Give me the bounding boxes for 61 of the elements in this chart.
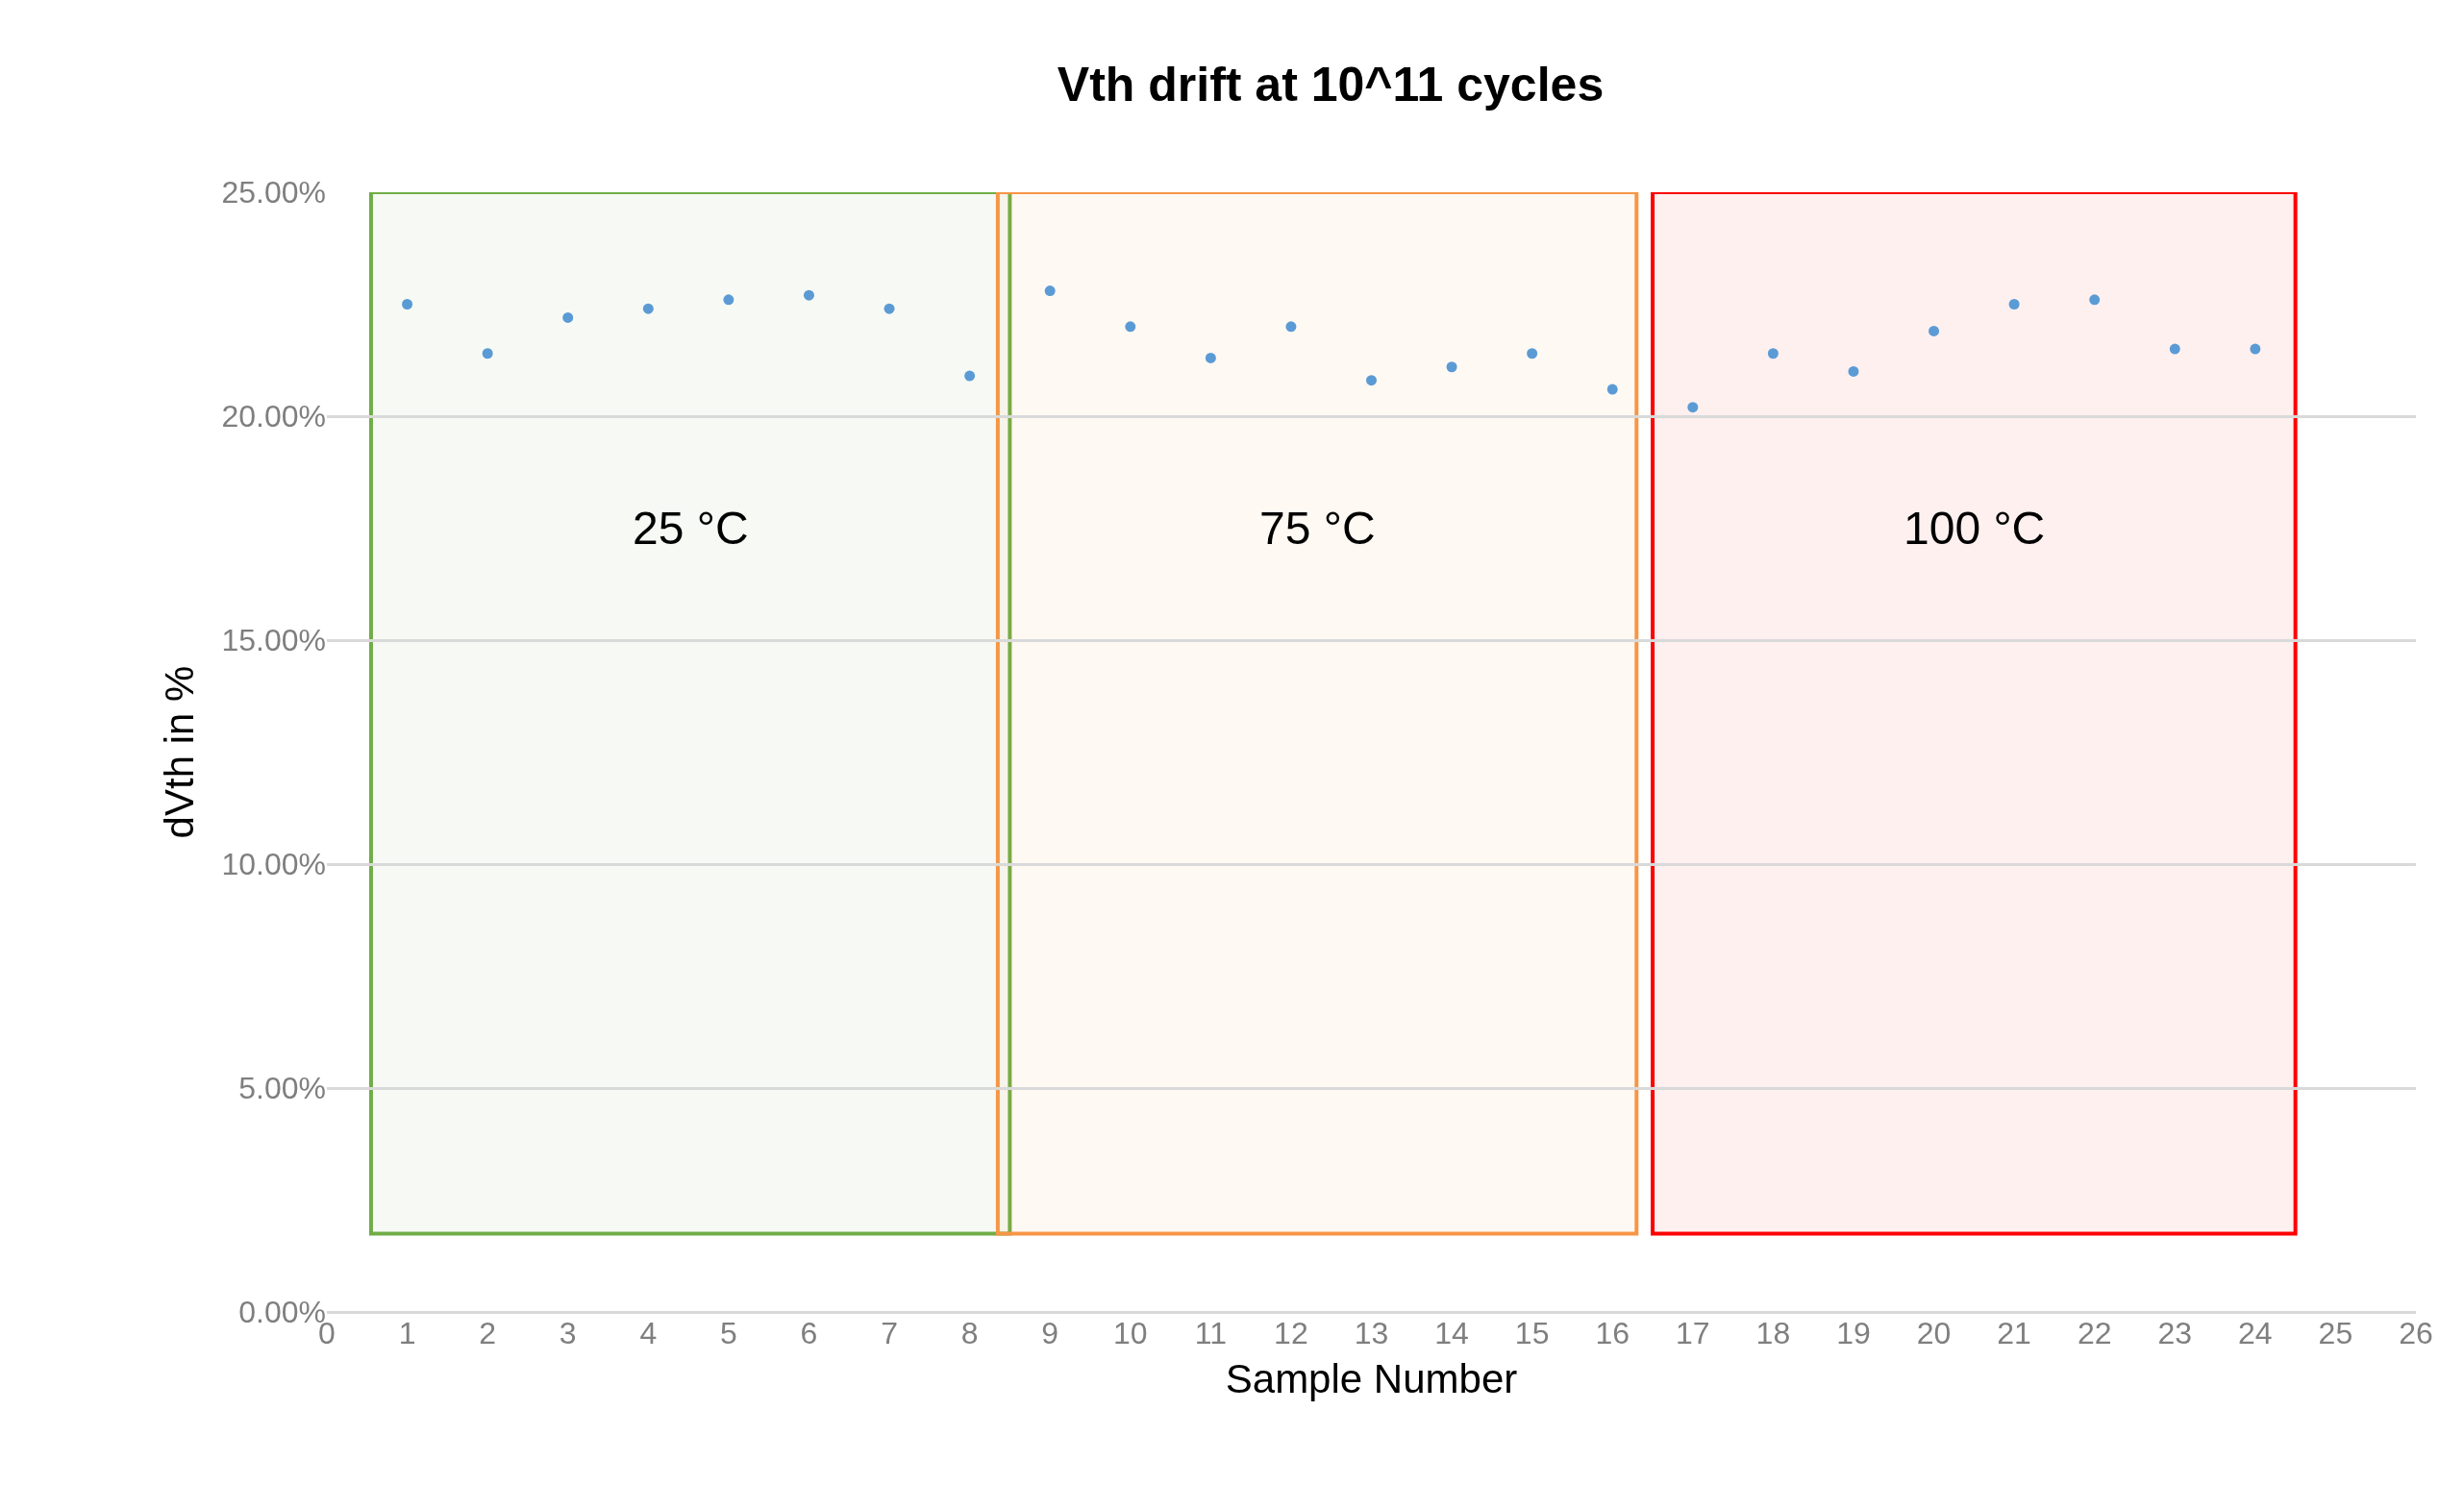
point <box>1446 361 1457 373</box>
point <box>1366 375 1377 386</box>
x-tick-label: 2 <box>479 1316 497 1350</box>
x-tick-label: 10 <box>1112 1316 1148 1350</box>
point <box>1285 321 1297 333</box>
x-tick-label: 5 <box>719 1316 737 1350</box>
point <box>2089 294 2101 306</box>
x-tick-label: 19 <box>1836 1316 1871 1350</box>
point <box>1044 285 1056 297</box>
x-tick-label: 1 <box>398 1316 416 1350</box>
point <box>1848 365 1859 377</box>
x-tick-label: 24 <box>2238 1316 2273 1350</box>
point <box>482 348 493 359</box>
point <box>1527 348 1538 359</box>
band-label: 100 °C <box>1904 503 2046 554</box>
point <box>2008 299 2020 309</box>
point <box>964 370 976 382</box>
x-tick-label: 12 <box>1274 1316 1308 1350</box>
band-label: 25 °C <box>633 503 749 554</box>
point <box>2169 343 2180 355</box>
x-tick-label: 16 <box>1595 1316 1630 1350</box>
point <box>803 289 814 301</box>
point <box>1767 348 1779 359</box>
point <box>1606 384 1618 395</box>
y-tick-label: 25.00% <box>221 175 326 210</box>
x-tick-label: 8 <box>960 1316 979 1350</box>
x-tick-label: 11 <box>1194 1316 1227 1350</box>
x-tick-label: 22 <box>2077 1316 2112 1350</box>
x-tick-label: 20 <box>1916 1316 1952 1350</box>
x-tick-label: 14 <box>1434 1316 1469 1350</box>
point <box>562 311 574 323</box>
point <box>1687 402 1699 413</box>
y-tick-label: 10.00% <box>221 847 326 882</box>
x-tick-label: 17 <box>1676 1316 1710 1350</box>
point <box>723 294 734 306</box>
x-tick-label: 6 <box>800 1316 818 1350</box>
x-tick-label: 7 <box>881 1316 898 1350</box>
band-label: 75 °C <box>1259 503 1376 554</box>
point <box>2250 343 2261 355</box>
x-tick-label: 23 <box>2157 1316 2193 1350</box>
point <box>884 303 895 314</box>
x-tick-label: 9 <box>1041 1316 1059 1350</box>
point <box>402 299 413 309</box>
x-axis-title: Sample Number <box>1225 1355 1518 1401</box>
y-tick-label: 20.00% <box>221 399 326 434</box>
x-tick-label: 26 <box>2399 1316 2433 1350</box>
y-axis-title: dVth in % <box>157 665 203 839</box>
x-tick-label: 21 <box>1997 1316 2031 1350</box>
y-tick-label: 5.00% <box>238 1071 326 1106</box>
y-tick-label: 15.00% <box>221 623 326 658</box>
x-tick-label: 15 <box>1514 1316 1550 1350</box>
x-tick-label: 4 <box>639 1316 658 1350</box>
x-tick-label: 13 <box>1354 1316 1389 1350</box>
point <box>1205 352 1216 363</box>
x-tick-label: 3 <box>559 1316 577 1350</box>
x-tick-label: 18 <box>1755 1316 1791 1350</box>
chart-title: Vth drift at 10^11 cycles <box>1057 57 1605 111</box>
point <box>1125 321 1136 333</box>
point <box>642 303 654 314</box>
point <box>1929 325 1940 336</box>
x-tick-label: 25 <box>2318 1316 2353 1350</box>
